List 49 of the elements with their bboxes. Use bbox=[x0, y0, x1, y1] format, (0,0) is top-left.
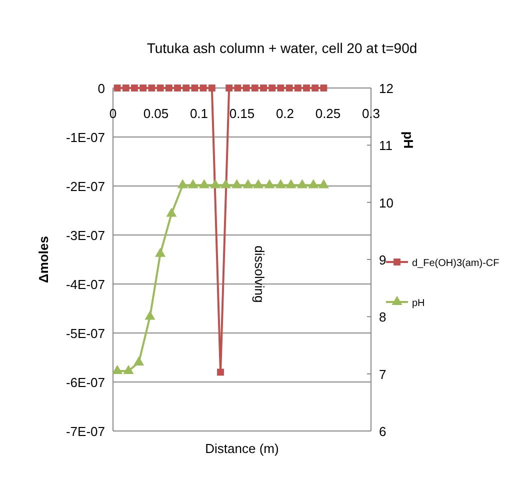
point bbox=[123, 364, 134, 374]
y-tick-label: 0 bbox=[98, 81, 105, 96]
y2-tick-label: 8 bbox=[379, 310, 386, 325]
point bbox=[188, 179, 198, 188]
point bbox=[155, 248, 166, 257]
legend-label: d_Fe(OH)3(am)-CF bbox=[412, 258, 500, 269]
y-tick-label: -2E-07 bbox=[66, 179, 105, 194]
point bbox=[210, 179, 221, 188]
point bbox=[198, 179, 210, 188]
point bbox=[232, 179, 242, 188]
y2-tick-label: 6 bbox=[379, 424, 386, 439]
annotation: dissolving bbox=[252, 246, 267, 303]
legend-label: pH bbox=[412, 298, 425, 309]
x-tick-label: 0.05 bbox=[143, 106, 169, 121]
y-tick-label: -3E-07 bbox=[66, 228, 105, 243]
point bbox=[112, 364, 123, 374]
x-tick-label: 0.1 bbox=[190, 106, 208, 121]
y2-axis-title: pH bbox=[401, 131, 416, 149]
y2-tick-label: 9 bbox=[379, 252, 386, 268]
point bbox=[308, 179, 319, 188]
x-axis-title: Distance (m) bbox=[205, 441, 279, 456]
y-tick-label: -1E-07 bbox=[66, 130, 105, 145]
x-tick-label: 0.2 bbox=[276, 106, 294, 121]
y2-tick-label: 7 bbox=[379, 366, 386, 382]
x-tick-label: 0 bbox=[109, 106, 117, 121]
y-tick-label: -5E-07 bbox=[66, 326, 105, 341]
x-tick-label: 0.3 bbox=[362, 106, 380, 121]
x-tick-label: 0.25 bbox=[315, 106, 341, 121]
chart-title: Tutuka ash column + water, cell 20 at t=90d bbox=[146, 40, 418, 56]
x-tick-label: 0.15 bbox=[229, 106, 255, 121]
y-tick-label: -7E-07 bbox=[66, 424, 105, 439]
point bbox=[318, 179, 329, 188]
y2-tick-label: 10 bbox=[379, 195, 394, 210]
point bbox=[166, 208, 177, 217]
point bbox=[286, 179, 296, 188]
point bbox=[134, 356, 144, 366]
y2-tick-label: 11 bbox=[379, 138, 392, 154]
y2-tick-label: 12 bbox=[379, 81, 394, 96]
point bbox=[242, 179, 254, 188]
point bbox=[264, 179, 275, 188]
point bbox=[177, 179, 188, 188]
point bbox=[220, 179, 231, 188]
point bbox=[275, 179, 286, 188]
y-tick-label: -4E-07 bbox=[66, 277, 105, 292]
point bbox=[144, 310, 156, 320]
y-axis-title: Δmoles bbox=[36, 236, 51, 283]
point bbox=[296, 179, 308, 188]
point bbox=[253, 179, 264, 188]
y-tick-label: -6E-07 bbox=[66, 375, 105, 390]
